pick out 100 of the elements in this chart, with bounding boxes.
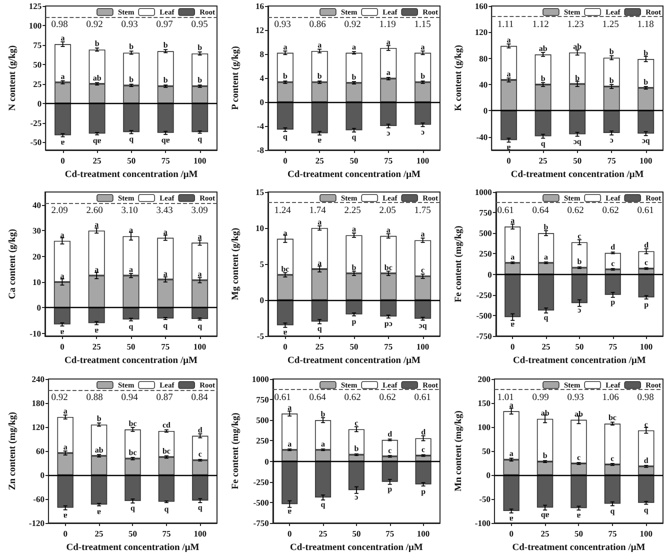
y-tick-label: 80: [479, 53, 488, 64]
x-tick-label: 50: [350, 156, 358, 166]
annotation: b: [544, 222, 549, 232]
y-tick-label: 0: [483, 106, 488, 116]
annotation: 1.15: [414, 20, 432, 30]
annotation: q: [130, 504, 136, 512]
annotation: 0.61: [637, 206, 654, 216]
annotation: ɐ: [506, 142, 511, 152]
annotation: b: [609, 47, 614, 56]
y-tick-label: 160: [474, 1, 488, 11]
annotation: 0.87: [156, 393, 174, 403]
annotation: ɐ: [283, 328, 288, 337]
annotation: a: [509, 400, 514, 410]
annotation: c: [578, 232, 582, 241]
y-tick-label: -50: [479, 494, 490, 504]
y-tick-label: 250: [256, 436, 269, 446]
x-axis-title: Cd-treatment concentration /μM: [66, 543, 200, 553]
y-tick-label: -10: [30, 328, 41, 338]
x-tick-label: 100: [416, 342, 430, 352]
annotation: a: [60, 272, 64, 280]
y-tick-label: 1000: [474, 187, 492, 197]
annotation: c: [611, 258, 616, 268]
y-tick-label: -25: [30, 118, 42, 128]
x-tick-label: 0: [60, 156, 65, 166]
y-tick-label: 50: [33, 59, 42, 70]
annotation: b: [354, 444, 360, 454]
annotation: ɔ: [421, 127, 426, 136]
annotation: c: [354, 418, 359, 428]
annotation: qɐ: [161, 135, 170, 144]
annotation: 0.61: [497, 206, 514, 216]
annotation: a: [60, 230, 64, 240]
x-tick-label: 0: [63, 528, 68, 538]
annotation: 1.24: [274, 206, 292, 216]
x-tick-label: 25: [542, 342, 550, 352]
annotation: q: [198, 134, 203, 144]
annotation: 2.60: [86, 206, 104, 216]
y-tick-label: 12: [256, 25, 264, 35]
annotation: a: [94, 265, 99, 274]
y-tick-label: 500: [479, 228, 492, 238]
y-tick-label: 1000: [252, 374, 269, 384]
x-tick-label: 75: [386, 528, 394, 538]
x-tick-label: 25: [315, 156, 324, 166]
x-tick-label: 25: [92, 342, 101, 352]
y-tick-label: 40: [479, 80, 488, 90]
annotation: a: [129, 265, 133, 274]
y-tick-label: -8: [256, 145, 264, 155]
y-tick-label: 5: [260, 259, 264, 269]
x-tick-label: 0: [287, 528, 292, 538]
y-axis-title: Mn content (mg/kg): [454, 410, 464, 492]
annotation: b: [94, 39, 100, 48]
x-tick-label: 100: [194, 528, 207, 538]
y-tick-label: -60: [33, 494, 44, 504]
y-tick-label: 100: [478, 422, 490, 432]
x-tick-label: 50: [128, 528, 137, 538]
y-tick-label: 250: [479, 248, 492, 259]
annotation: bc: [384, 262, 393, 272]
annotation: 0.62: [379, 393, 396, 403]
annotation: a: [318, 218, 322, 226]
annotation: a: [288, 403, 292, 412]
annotation: d: [644, 456, 649, 465]
annotation: 1.75: [414, 206, 432, 216]
annotation: b: [577, 257, 582, 266]
annotation: 1.25: [602, 20, 620, 30]
x-tick-label: 100: [639, 156, 652, 166]
annotation: c: [198, 450, 202, 459]
annotation: ɔq: [418, 321, 428, 330]
x-tick-label: 25: [94, 528, 104, 538]
y-axis-title: K content (g/kg): [454, 45, 464, 111]
y-tick-label: -40: [476, 132, 488, 142]
annotation: d: [644, 240, 650, 250]
y-tick-label: 30: [32, 226, 41, 236]
annotation: a: [352, 224, 356, 234]
y-tick-label: 200: [478, 374, 490, 384]
annotation: b: [129, 74, 134, 84]
y-tick-label: 0: [36, 302, 41, 313]
x-tick-label: 100: [193, 156, 206, 166]
y-tick-label: 150: [478, 398, 490, 408]
annotation: ab: [574, 409, 584, 418]
annotation: ɐ: [63, 510, 68, 520]
annotation: cd: [162, 420, 171, 430]
x-axis-title: Cd-treatment concentration /μM: [512, 356, 646, 366]
annotation: q: [610, 506, 616, 516]
annotation: a: [60, 34, 65, 43]
annotation: 0.64: [532, 206, 550, 216]
annotation: a: [510, 252, 515, 262]
annotation: 0.98: [51, 20, 68, 30]
y-tick-label: 0: [40, 470, 44, 480]
annotation: 1.06: [602, 393, 620, 403]
x-tick-label: 50: [573, 156, 582, 166]
y-tick-label: 20: [32, 251, 41, 262]
y-tick-label: 75: [33, 40, 42, 50]
annotation: a: [510, 216, 515, 226]
annotation: a: [544, 252, 548, 262]
annotation: 1.19: [379, 20, 396, 30]
y-tick-label: -5: [256, 331, 264, 341]
x-axis-title: Cd-treatment concentration /μM: [512, 543, 646, 553]
annotation: a: [506, 69, 511, 78]
annotation: a: [163, 227, 168, 236]
annotation: d: [388, 429, 393, 438]
x-tick-label: 75: [161, 156, 170, 166]
